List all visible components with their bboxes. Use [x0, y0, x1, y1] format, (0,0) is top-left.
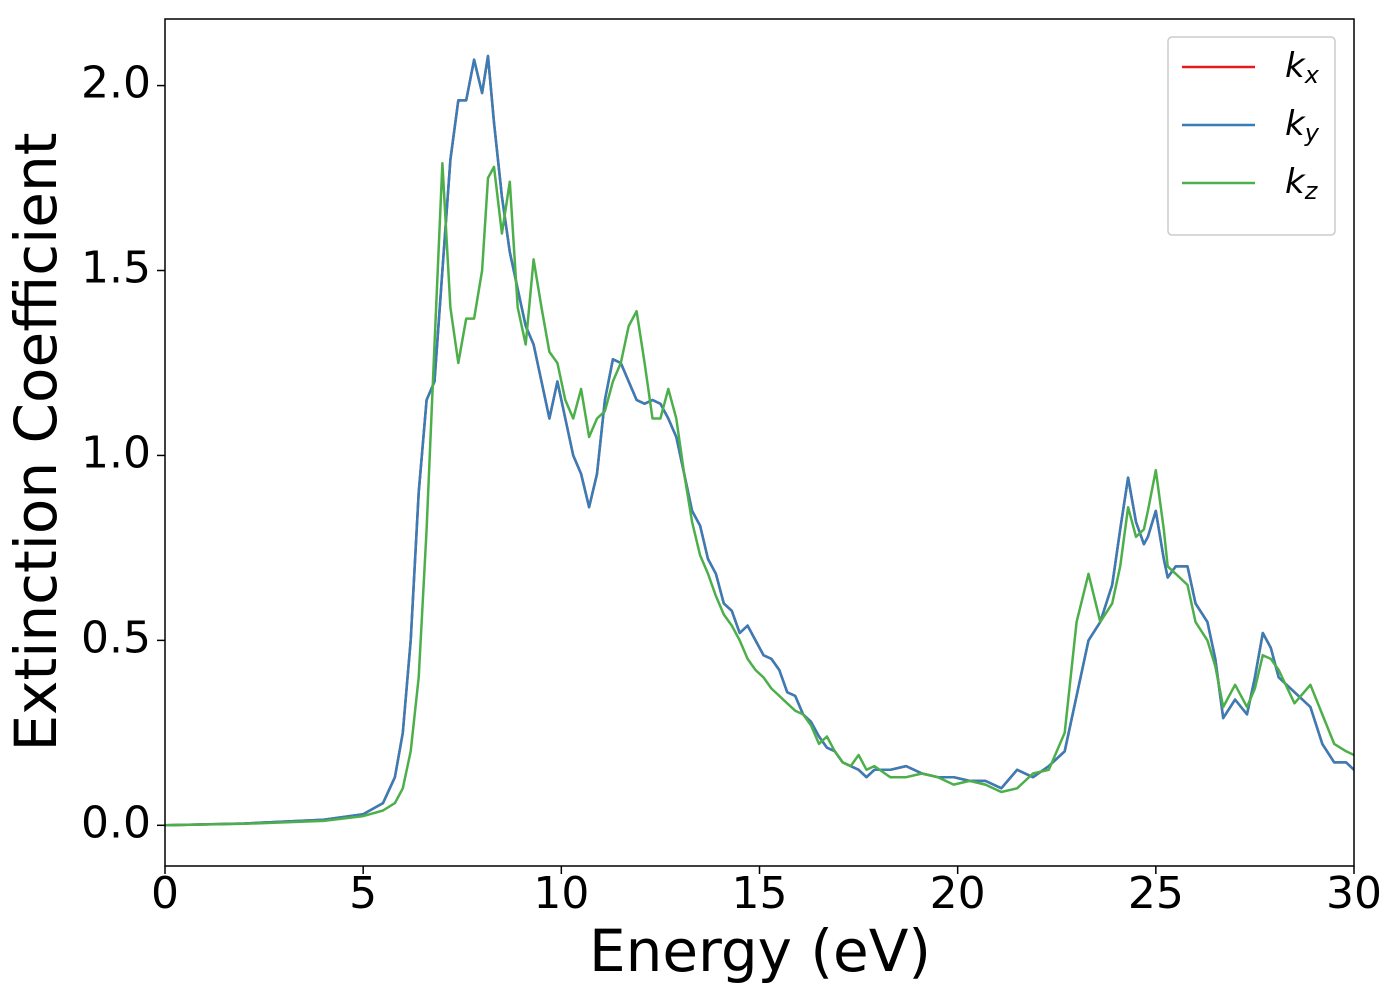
legend-label-main: k: [1285, 104, 1306, 144]
x-tick-label: 5: [349, 868, 377, 919]
legend-label: kx: [1285, 46, 1320, 90]
x-tick-label: 10: [533, 868, 589, 919]
legend-label-main: k: [1285, 162, 1306, 202]
legend-box: [1167, 36, 1336, 236]
legend-label-sub: x: [1304, 61, 1320, 89]
x-tick-label: 20: [930, 868, 986, 919]
y-tick-label: 0.5: [81, 612, 151, 663]
plot-frame: [164, 18, 1355, 867]
legend-label: kz: [1285, 162, 1319, 206]
x-tick-label: 25: [1128, 868, 1184, 919]
y-axis-label: Extinction Coefficient: [2, 133, 70, 752]
x-tick-label: 15: [732, 868, 788, 919]
y-tick-label: 2.0: [81, 58, 151, 109]
series-line: [165, 161, 1354, 827]
legend-label-sub: y: [1304, 119, 1320, 147]
legend-label-main: k: [1285, 46, 1306, 86]
y-tick-label: 0.0: [81, 797, 151, 848]
y-tick-label: 1.5: [81, 243, 151, 294]
legend-label-sub: z: [1304, 177, 1319, 205]
series-line: [165, 54, 1354, 827]
y-tick-label: 1.0: [81, 427, 151, 478]
x-tick-label: 30: [1326, 868, 1382, 919]
x-tick-label: 0: [151, 868, 179, 919]
x-axis-label: Energy (eV): [589, 917, 931, 985]
legend-label: ky: [1285, 104, 1320, 148]
